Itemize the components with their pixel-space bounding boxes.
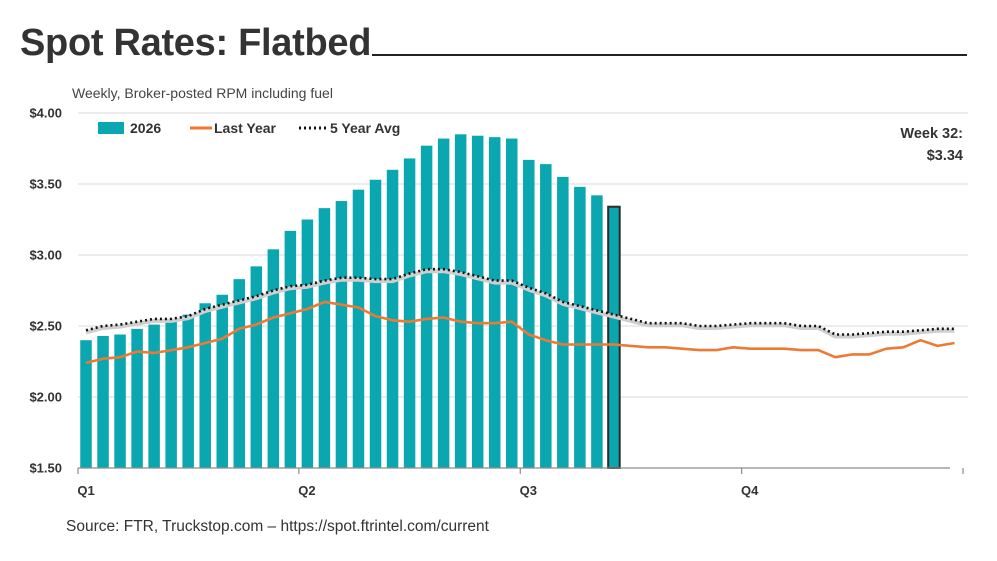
bar [250, 266, 263, 468]
bar [284, 230, 297, 468]
y-tick-label: $2.50 [29, 319, 62, 334]
line-series [85, 267, 955, 365]
y-tick-label: $2.00 [29, 390, 62, 405]
bar [148, 324, 160, 468]
x-tick-label: Q4 [741, 483, 759, 498]
bar [386, 169, 399, 469]
bar [420, 145, 433, 468]
y-tick-label: $4.00 [29, 106, 62, 121]
y-axis-ticks: $4.00 $3.50 $3.00 $2.50 $2.00 $1.50 [29, 106, 62, 476]
last-year-line [85, 300, 955, 365]
bar [335, 201, 348, 469]
legend-swatch-2026 [98, 122, 124, 134]
bars-2026 [80, 134, 621, 469]
bar [488, 137, 501, 468]
x-tick-label: Q1 [77, 483, 94, 498]
bar [233, 279, 246, 468]
chart-subtitle: Weekly, Broker-posted RPM including fuel [72, 85, 333, 101]
callout-week-value: $3.34 [927, 148, 963, 164]
bar [182, 314, 194, 468]
bar [471, 135, 484, 468]
y-tick-label: $3.00 [29, 248, 62, 263]
bar [80, 340, 92, 468]
bar [199, 303, 211, 468]
source-note: Source: FTR, Truckstop.com – https://spo… [66, 518, 489, 535]
bar [557, 176, 569, 468]
x-tick-label: Q3 [520, 483, 537, 498]
x-axis: Q1 Q2 Q3 Q4 [77, 467, 964, 498]
bar [97, 335, 109, 468]
bar [131, 328, 143, 468]
bar [403, 158, 416, 468]
bar [540, 164, 552, 468]
x-tick-label: Q2 [298, 483, 315, 498]
bar [114, 334, 126, 468]
bar [591, 195, 603, 469]
bar [523, 159, 535, 469]
chart-title: Spot Rates: Flatbed [20, 22, 372, 64]
bar [437, 138, 450, 468]
callout-week-label: Week 32: [900, 126, 963, 142]
y-tick-label: $3.50 [29, 177, 62, 192]
bar [318, 208, 331, 468]
title-underline [372, 54, 967, 56]
bar-highlight [607, 205, 621, 469]
y-tick-label: $1.50 [29, 461, 62, 476]
avg-line-shadow [85, 269, 955, 339]
bar [216, 294, 228, 468]
legend-label-last-year: Last Year [214, 120, 277, 136]
week-callout: Week 32: $3.34 [900, 126, 963, 164]
gridlines [78, 112, 968, 398]
five-year-avg-line [85, 267, 955, 336]
legend: 2026 Last Year 5 Year Avg [98, 120, 400, 136]
bar [352, 189, 365, 468]
bar [454, 134, 467, 469]
legend-label-five-year-avg: 5 Year Avg [330, 120, 400, 136]
legend-label-2026: 2026 [130, 120, 161, 136]
bar [301, 219, 314, 468]
bar [369, 179, 382, 469]
bar [267, 249, 280, 468]
bar [165, 318, 177, 468]
bar [506, 138, 518, 468]
bar [574, 186, 586, 468]
